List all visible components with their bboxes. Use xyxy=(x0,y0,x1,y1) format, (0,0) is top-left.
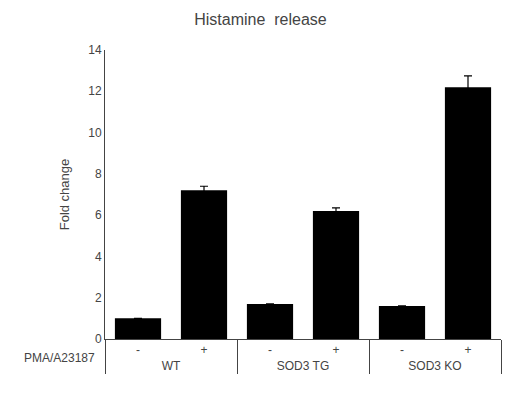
svg-text:4: 4 xyxy=(95,250,102,264)
svg-text:+: + xyxy=(464,343,471,357)
svg-text:WT: WT xyxy=(162,359,181,373)
svg-text:6: 6 xyxy=(95,208,102,222)
svg-text:+: + xyxy=(332,343,339,357)
svg-text:Fold change: Fold change xyxy=(57,159,72,231)
svg-text:-: - xyxy=(400,343,404,357)
svg-text:14: 14 xyxy=(88,43,102,57)
svg-text:2: 2 xyxy=(95,291,102,305)
svg-text:+: + xyxy=(200,343,207,357)
svg-text:PMA/A23187: PMA/A23187 xyxy=(24,351,95,365)
svg-text:Histamine release: Histamine release xyxy=(194,11,327,28)
svg-text:12: 12 xyxy=(88,84,102,98)
svg-text:-: - xyxy=(268,343,272,357)
svg-text:-: - xyxy=(136,343,140,357)
svg-text:0: 0 xyxy=(95,332,102,346)
svg-text:10: 10 xyxy=(88,126,102,140)
svg-text:SOD3 TG: SOD3 TG xyxy=(277,359,329,373)
svg-text:SOD3 KO: SOD3 KO xyxy=(408,359,461,373)
svg-text:8: 8 xyxy=(95,167,102,181)
